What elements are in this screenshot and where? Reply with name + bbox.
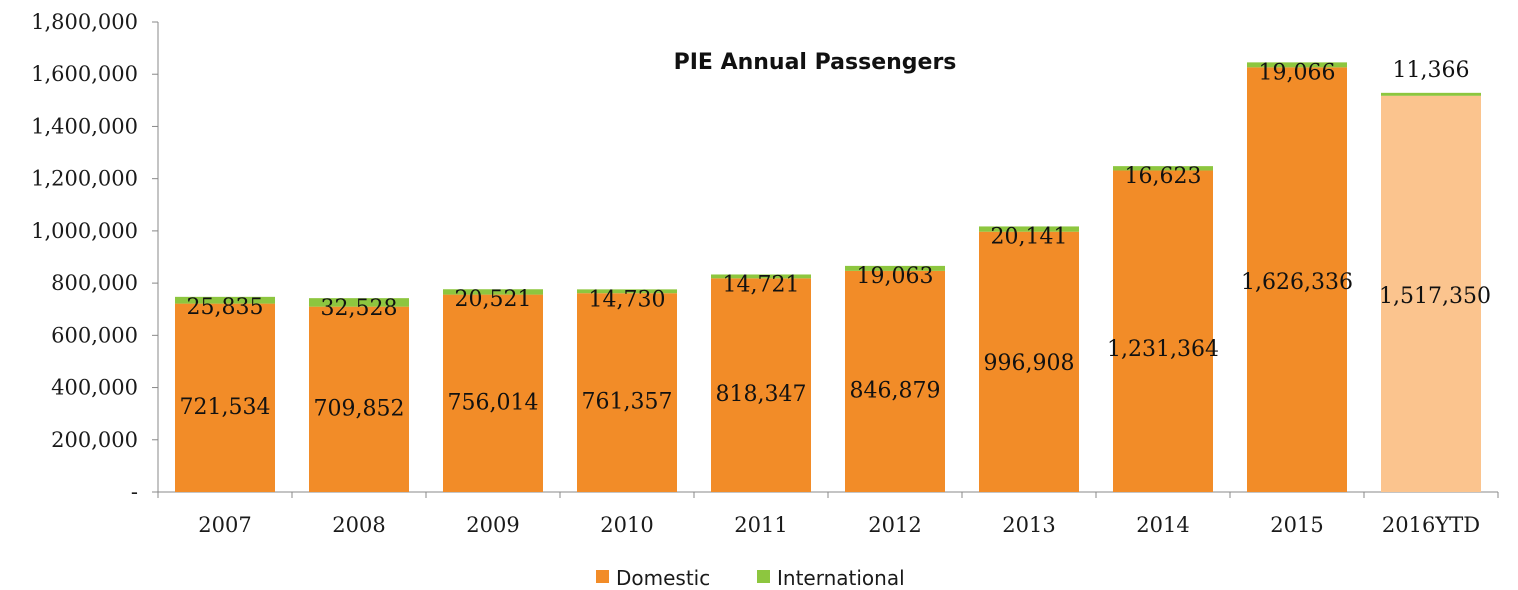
data-label-domestic: 996,908 [984, 351, 1075, 376]
x-tick-label: 2014 [1136, 513, 1189, 537]
bar-domestic [577, 293, 677, 492]
bar-international [845, 265, 945, 271]
legend-label-international: International [777, 566, 905, 590]
data-label-international: 14,721 [723, 272, 800, 297]
bar-domestic [845, 270, 945, 492]
bar-international [1113, 166, 1213, 171]
x-tick-label: 2009 [466, 513, 519, 537]
bar-international [577, 289, 677, 294]
y-tick-label: - [131, 480, 138, 504]
y-tick-label: 1,200,000 [31, 167, 138, 191]
x-tick-label: 2008 [332, 513, 385, 537]
bar-domestic [979, 231, 1079, 493]
x-tick-label: 2016YTD [1382, 513, 1480, 537]
data-label-international: 20,141 [991, 224, 1068, 249]
data-label-domestic: 721,534 [180, 395, 271, 420]
bar-international [1381, 92, 1481, 96]
y-tick-label: 1,600,000 [31, 62, 138, 86]
data-label-international: 19,063 [857, 264, 934, 289]
y-tick-label: 400,000 [51, 376, 138, 400]
x-tick-label: 2011 [734, 513, 787, 537]
data-label-domestic: 756,014 [448, 390, 539, 415]
data-label-domestic: 818,347 [716, 382, 807, 407]
data-label-international: 20,521 [455, 287, 532, 312]
bar-international [309, 298, 409, 307]
bars [175, 62, 1481, 493]
y-tick-label: 1,800,000 [31, 10, 138, 34]
bar-domestic [175, 303, 275, 492]
y-tick-label: 1,000,000 [31, 219, 138, 243]
data-label-international: 16,623 [1125, 164, 1202, 189]
x-tick-label: 2010 [600, 513, 653, 537]
x-tick-label: 2007 [198, 513, 251, 537]
data-label-international: 19,066 [1259, 60, 1336, 85]
y-tick-label: 200,000 [51, 428, 138, 452]
data-label-international: 14,730 [589, 287, 666, 312]
data-label-international: 32,528 [321, 296, 398, 321]
data-label-domestic: 1,517,350 [1379, 284, 1491, 309]
bar-domestic [309, 306, 409, 492]
bar-international [175, 296, 275, 304]
data-label-international: 25,835 [187, 295, 264, 320]
bar-domestic [711, 278, 811, 492]
bar-domestic [1113, 170, 1213, 492]
bar-international [443, 289, 543, 295]
bar-international [1247, 62, 1347, 68]
bar-domestic [1381, 95, 1481, 493]
data-label-domestic: 709,852 [314, 396, 405, 421]
bar-domestic [1247, 67, 1347, 493]
bar-international [711, 274, 811, 279]
data-labels: 721,534 25,835 709,852 32,528 756,014 20,521 7… [180, 58, 1491, 421]
bar-domestic [443, 294, 543, 492]
data-label-domestic: 761,357 [582, 390, 673, 415]
data-label-international: 11,366 [1393, 58, 1470, 83]
legend-label-domestic: Domestic [616, 566, 710, 590]
axes: - 200,000 400,000 600,000 800,000 1,000,000 1,… [31, 10, 1499, 537]
data-label-domestic: 1,231,364 [1107, 337, 1219, 362]
data-label-domestic: 846,879 [850, 378, 941, 403]
x-tick-label: 2012 [868, 513, 921, 537]
x-tick-label: 2015 [1270, 513, 1323, 537]
legend: Domestic International [596, 566, 905, 590]
bar-international [979, 226, 1079, 232]
data-label-domestic: 1,626,336 [1241, 270, 1353, 295]
y-tick-label: 600,000 [51, 323, 138, 347]
chart-title: PIE Annual Passengers [674, 50, 957, 75]
y-tick-label: 800,000 [51, 271, 138, 295]
legend-swatch-domestic [596, 570, 609, 583]
y-tick-label: 1,400,000 [31, 114, 138, 138]
legend-swatch-international [757, 570, 770, 583]
x-tick-label: 2013 [1002, 513, 1055, 537]
